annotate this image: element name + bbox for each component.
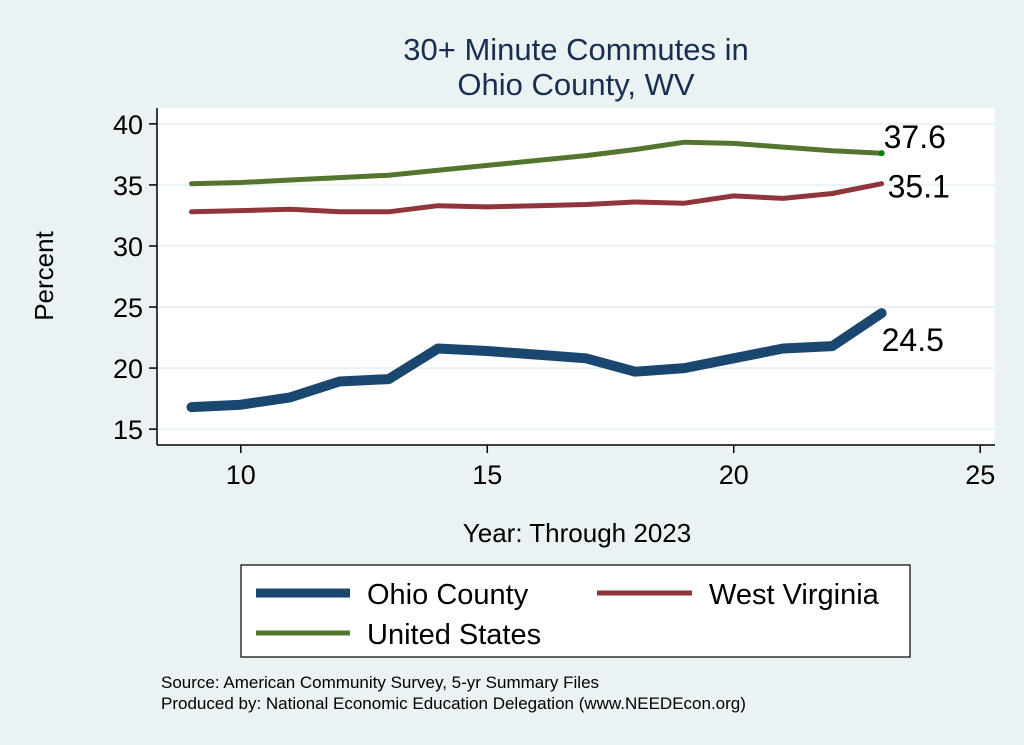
chart-title-line-2: Ohio County, WV [457,67,695,102]
x-tick-label: 15 [472,460,502,490]
end-label-west-virginia: 35.1 [888,169,950,205]
y-tick-label: 25 [113,293,143,323]
x-tick-label: 25 [965,460,995,490]
chart-title-line-1: 30+ Minute Commutes in [403,32,748,67]
x-tick-label: 20 [719,460,749,490]
end-label-united-states: 37.6 [884,119,946,155]
legend: Ohio County West Virginia United States [240,564,911,658]
gridlines [157,122,995,431]
y-tick-label: 30 [113,232,143,262]
y-axis-title: Percent [29,230,59,320]
legend-label-west-virginia: West Virginia [709,579,880,611]
y-axis-ticks: 15 20 25 30 35 40 [113,110,157,445]
x-axis-title: Year: Through 2023 [463,518,691,548]
x-axis-ticks: 10 15 20 25 [226,445,995,490]
producer-note: Produced by: National Economic Education… [161,694,746,713]
y-tick-label: 40 [113,110,143,140]
x-tick-label: 10 [226,460,256,490]
y-tick-label: 15 [113,415,143,445]
endpoint-marker-united-states [878,150,885,157]
end-labels: 37.6 35.1 24.5 [878,119,950,358]
plot-area [157,108,995,445]
y-tick-label: 35 [113,171,143,201]
source-note: Source: American Community Survey, 5-yr … [161,673,599,692]
legend-label-united-states: United States [367,619,541,651]
legend-label-ohio-county: Ohio County [367,579,529,611]
y-tick-label: 20 [113,354,143,384]
legend-box [240,564,911,658]
end-label-ohio-county: 24.5 [882,322,944,358]
series-lines [186,139,887,413]
